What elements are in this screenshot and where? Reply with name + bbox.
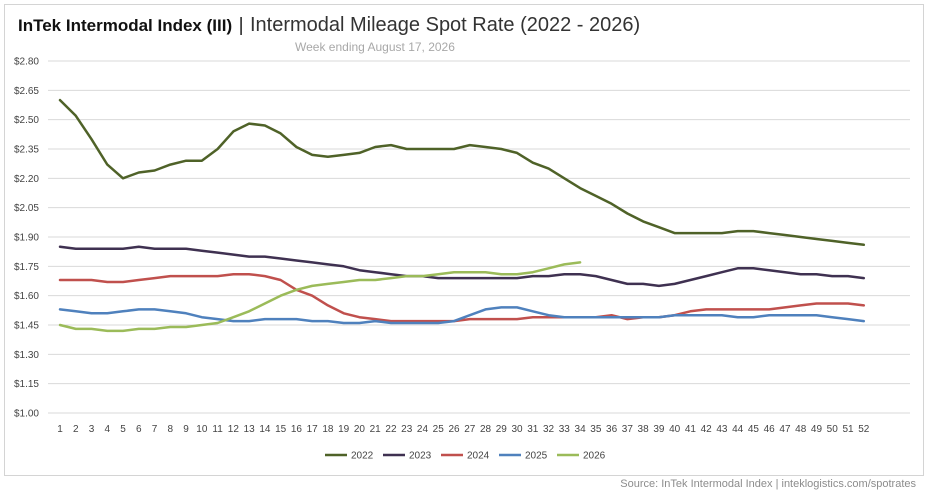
x-tick-label: 18 bbox=[322, 424, 334, 435]
x-tick-label: 8 bbox=[168, 424, 174, 435]
series-line-2023 bbox=[58, 245, 866, 288]
x-tick-label: 23 bbox=[401, 424, 413, 435]
source-footer: Source: InTek Intermodal Index | inteklo… bbox=[620, 478, 916, 490]
x-tick-label: 44 bbox=[732, 424, 744, 435]
legend-label: 2022 bbox=[351, 451, 374, 462]
x-tick-label: 38 bbox=[638, 424, 650, 435]
series-line-2024 bbox=[58, 272, 866, 323]
x-tick-label: 32 bbox=[543, 424, 555, 435]
x-tick-label: 9 bbox=[183, 424, 189, 435]
series-lines bbox=[58, 98, 866, 333]
brand-title: InTek Intermodal Index (III) bbox=[18, 16, 233, 35]
y-tick-label: $1.90 bbox=[14, 233, 39, 244]
x-tick-label: 48 bbox=[795, 424, 807, 435]
x-tick-label: 20 bbox=[354, 424, 366, 435]
legend-item-2025: 2025 bbox=[499, 451, 548, 462]
x-tick-label: 2 bbox=[73, 424, 79, 435]
chart-frame bbox=[4, 4, 924, 476]
x-tick-label: 29 bbox=[496, 424, 508, 435]
x-tick-label: 28 bbox=[480, 424, 492, 435]
x-tick-label: 4 bbox=[104, 424, 110, 435]
legend-label: 2023 bbox=[409, 451, 432, 462]
x-tick-label: 25 bbox=[433, 424, 445, 435]
series-line-2022 bbox=[58, 98, 866, 247]
x-tick-label: 24 bbox=[417, 424, 429, 435]
x-tick-label: 42 bbox=[701, 424, 713, 435]
y-tick-label: $2.20 bbox=[14, 174, 39, 185]
legend-item-2022: 2022 bbox=[325, 451, 374, 462]
legend-label: 2024 bbox=[467, 451, 490, 462]
x-tick-label: 15 bbox=[275, 424, 287, 435]
x-tick-label: 50 bbox=[827, 424, 839, 435]
legend-label: 2025 bbox=[525, 451, 548, 462]
legend-item-2024: 2024 bbox=[441, 451, 490, 462]
y-tick-label: $1.45 bbox=[14, 321, 39, 332]
x-tick-label: 12 bbox=[228, 424, 240, 435]
series-line-2026 bbox=[58, 261, 582, 333]
legend-label: 2026 bbox=[583, 451, 606, 462]
y-axis: $1.00 $1.15 $1.30 $1.45 $1.60 $1.75 $1.90 $2.05… bbox=[14, 57, 39, 420]
x-tick-label: 45 bbox=[748, 424, 760, 435]
y-tick-label: $2.50 bbox=[14, 115, 39, 126]
x-tick-label: 35 bbox=[590, 424, 602, 435]
x-tick-label: 49 bbox=[811, 424, 823, 435]
x-tick-label: 22 bbox=[385, 424, 397, 435]
series-line-2025 bbox=[58, 306, 866, 325]
x-tick-label: 7 bbox=[152, 424, 158, 435]
x-tick-label: 5 bbox=[120, 424, 126, 435]
x-tick-label: 40 bbox=[669, 424, 681, 435]
x-axis: 1 2 3 4 5 6 7 8 9 10 11 12 13 14 15 16 17 18 19 20 21 22 23 24 2… bbox=[57, 424, 870, 435]
x-tick-label: 19 bbox=[338, 424, 350, 435]
x-tick-label: 27 bbox=[464, 424, 476, 435]
x-tick-label: 33 bbox=[559, 424, 571, 435]
y-tick-label: $1.15 bbox=[14, 379, 39, 390]
x-tick-label: 1 bbox=[57, 424, 63, 435]
x-tick-label: 39 bbox=[653, 424, 665, 435]
title-separator: | bbox=[238, 15, 244, 36]
x-tick-label: 13 bbox=[244, 424, 256, 435]
y-tick-label: $2.65 bbox=[14, 86, 39, 97]
y-tick-label: $1.60 bbox=[14, 291, 39, 302]
legend-item-2026: 2026 bbox=[557, 451, 606, 462]
x-tick-label: 10 bbox=[196, 424, 208, 435]
x-tick-label: 26 bbox=[448, 424, 460, 435]
y-tick-label: $1.30 bbox=[14, 350, 39, 361]
x-tick-label: 6 bbox=[136, 424, 142, 435]
x-tick-label: 3 bbox=[89, 424, 95, 435]
x-tick-label: 36 bbox=[606, 424, 618, 435]
x-tick-label: 46 bbox=[764, 424, 776, 435]
chart-title: Intermodal Mileage Spot Rate (2022 - 202… bbox=[249, 14, 641, 36]
x-tick-label: 43 bbox=[716, 424, 728, 435]
legend-item-2023: 2023 bbox=[383, 451, 432, 462]
x-tick-label: 31 bbox=[527, 424, 539, 435]
gridlines bbox=[48, 60, 910, 414]
x-tick-label: 16 bbox=[291, 424, 303, 435]
x-tick-label: 11 bbox=[212, 424, 223, 435]
y-tick-label: $2.05 bbox=[14, 203, 39, 214]
x-tick-label: 37 bbox=[622, 424, 634, 435]
y-tick-label: $2.80 bbox=[14, 57, 39, 68]
y-tick-label: $1.00 bbox=[14, 409, 39, 420]
chart-title-row: InTek Intermodal Index (III) | Intermoda… bbox=[18, 14, 640, 37]
y-tick-label: $1.75 bbox=[14, 262, 39, 273]
legend: 2022 2023 2024 2025 2026 bbox=[325, 451, 606, 462]
x-tick-label: 47 bbox=[779, 424, 791, 435]
x-tick-label: 52 bbox=[858, 424, 870, 435]
x-tick-label: 21 bbox=[370, 424, 382, 435]
x-tick-label: 51 bbox=[842, 424, 854, 435]
x-tick-label: 17 bbox=[307, 424, 319, 435]
x-tick-label: 41 bbox=[685, 424, 697, 435]
x-tick-label: 14 bbox=[259, 424, 271, 435]
y-tick-label: $2.35 bbox=[14, 145, 39, 156]
chart-subtitle: Week ending August 17, 2026 bbox=[295, 40, 455, 54]
x-tick-label: 34 bbox=[575, 424, 587, 435]
x-tick-label: 30 bbox=[511, 424, 523, 435]
